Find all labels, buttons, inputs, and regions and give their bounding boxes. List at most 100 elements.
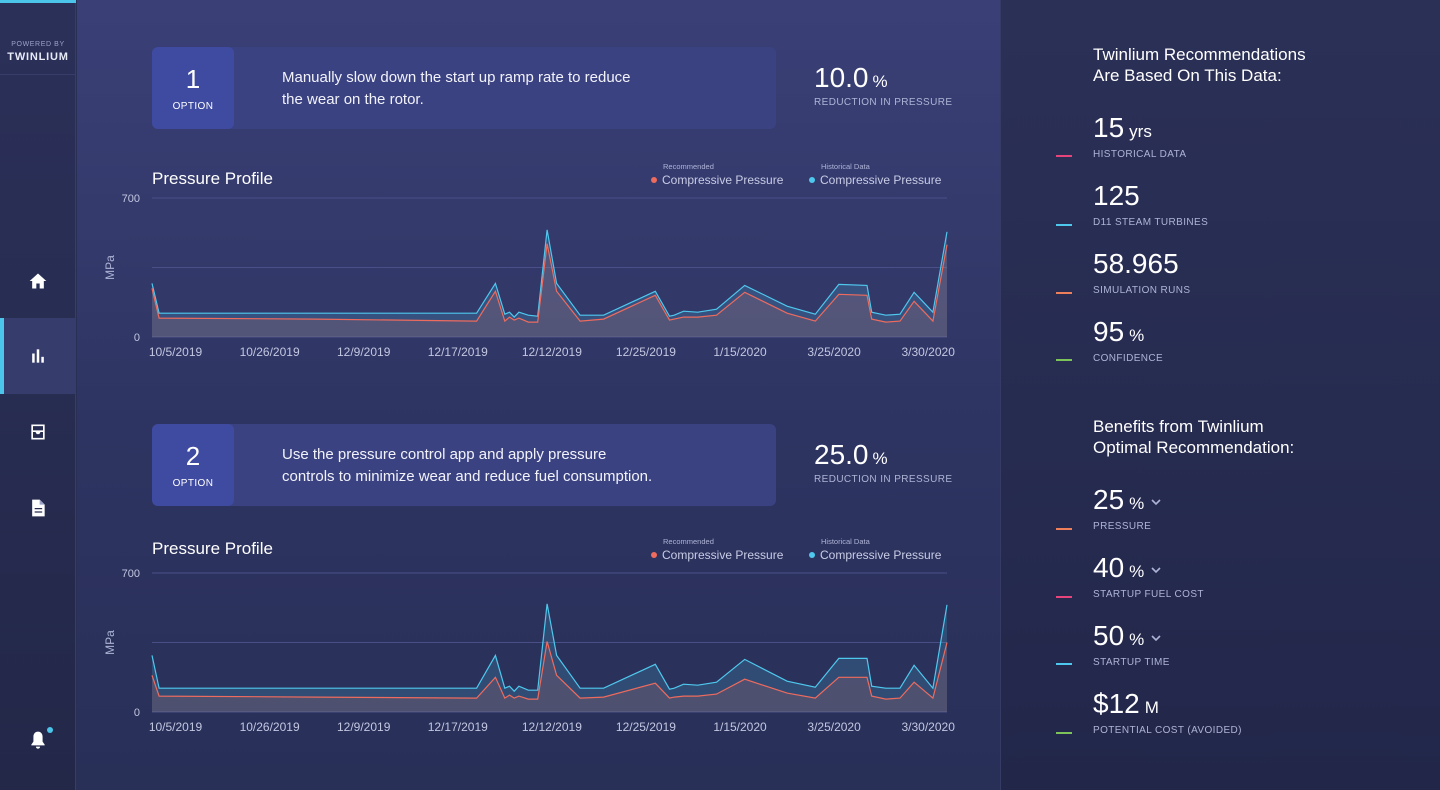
metric-historical-data: 15 yrs HISTORICAL DATA <box>1093 112 1393 160</box>
metric-label: PRESSURE <box>1093 521 1152 532</box>
chevron-down-icon[interactable] <box>1150 496 1162 508</box>
legend-label: Compressive Pressure <box>662 548 784 562</box>
sidebar-item-home[interactable] <box>0 243 76 319</box>
benefits-heading-line: Optimal Recommendation: <box>1093 438 1295 457</box>
y-tick-label: 700 <box>122 568 140 580</box>
x-tick-label: 12/25/2019 <box>616 720 676 734</box>
x-tick-label: 3/30/2020 <box>901 720 955 734</box>
legend-dot-icon <box>809 552 815 558</box>
benefit-startup-time[interactable]: 50% STARTUP TIME <box>1093 620 1393 668</box>
metric-value: 40 <box>1093 552 1125 583</box>
x-tick-label: 3/25/2020 <box>807 345 861 359</box>
option-label: OPTION <box>172 478 214 489</box>
option-description-line: Use the pressure control app and apply p… <box>282 446 607 463</box>
option-card-2[interactable]: 2 OPTION Use the pressure control app an… <box>152 424 776 506</box>
legend-sub: Historical Data <box>821 162 870 171</box>
legend-dot-icon <box>651 552 657 558</box>
metric-label: SIMULATION RUNS <box>1093 285 1191 296</box>
metric-value: 58.965 <box>1093 248 1179 279</box>
metric-simulation-runs: 58.965 SIMULATION RUNS <box>1093 248 1393 296</box>
x-tick-label: 3/25/2020 <box>807 720 861 734</box>
data-heading-line: Twinlium Recommendations <box>1093 45 1306 64</box>
metric-color-line <box>1056 528 1072 530</box>
series-line <box>151 229 948 318</box>
legend-sub: Recommended <box>663 162 714 171</box>
metric-value: 25 <box>1093 484 1125 515</box>
option-description: Manually slow down the start up ramp rat… <box>282 67 682 111</box>
benefits-heading: Benefits from Twinlium Optimal Recommend… <box>1093 416 1353 458</box>
metric-value: 95 <box>1093 316 1125 347</box>
brand-name: TWINLIUM <box>7 51 69 63</box>
sidebar-item-analytics[interactable] <box>0 318 76 394</box>
x-tick-label: 1/15/2020 <box>713 720 767 734</box>
metric-value: $12 <box>1093 688 1140 719</box>
metric-color-line <box>1056 663 1072 665</box>
option-description: Use the pressure control app and apply p… <box>282 444 682 488</box>
legend-dot-icon <box>651 177 657 183</box>
x-tick-label: 12/12/2019 <box>522 345 582 359</box>
x-tick-label: 12/12/2019 <box>522 720 582 734</box>
option-number-badge: 2 OPTION <box>152 424 234 506</box>
insights-panel: Twinlium Recommendations Are Based On Th… <box>1000 0 1440 790</box>
legend-label: Compressive Pressure <box>662 173 784 187</box>
series-area <box>152 243 947 337</box>
metric-color-line <box>1056 359 1072 361</box>
chart-title: Pressure Profile <box>152 169 273 188</box>
pressure-chart-2: 700 0 MPa 10/5/2019 10/26/2019 12/9/2019 12/17… <box>103 568 955 734</box>
chevron-down-icon[interactable] <box>1150 564 1162 576</box>
metric-color-line <box>1056 155 1072 157</box>
reduction-label: REDUCTION IN PRESSURE <box>814 97 953 108</box>
x-tick-label: 12/25/2019 <box>616 345 676 359</box>
x-tick-label: 12/9/2019 <box>337 345 391 359</box>
sidebar-accent-bar <box>0 0 76 3</box>
metric-value: 125 <box>1093 180 1140 211</box>
legend-historical: Historical Data Compressive Pressure <box>809 537 942 562</box>
legend-historical: Historical Data Compressive Pressure <box>809 162 941 187</box>
chart-title: Pressure Profile <box>152 539 273 558</box>
main-content: 1 OPTION Manually slow down the start up… <box>77 0 1000 790</box>
metric-unit: M <box>1144 698 1159 717</box>
metric-unit: % <box>1129 562 1145 581</box>
data-heading-line: Are Based On This Data: <box>1093 66 1282 85</box>
metric-unit: % <box>1129 494 1145 513</box>
option-description-line: controls to minimize wear and reduce fue… <box>282 468 653 485</box>
option-description-line: Manually slow down the start up ramp rat… <box>282 69 631 86</box>
x-tick-label: 12/17/2019 <box>428 345 488 359</box>
data-heading: Twinlium Recommendations Are Based On Th… <box>1093 44 1353 86</box>
metric-unit: % <box>1129 630 1145 649</box>
metric-confidence: 95% CONFIDENCE <box>1093 316 1393 364</box>
reduction-unit: % <box>872 72 888 91</box>
metric-color-line <box>1056 292 1072 294</box>
sidebar-item-inbox[interactable] <box>0 394 76 470</box>
chevron-down-icon[interactable] <box>1150 632 1162 644</box>
option-number: 1 <box>185 64 201 94</box>
legend-recommended: Recommended Compressive Pressure <box>651 162 784 187</box>
metric-label: D11 STEAM TURBINES <box>1093 217 1209 228</box>
legend-label: Compressive Pressure <box>820 548 942 562</box>
reduction-metric-1: 10.0% REDUCTION IN PRESSURE <box>814 62 954 108</box>
metric-value: 50 <box>1093 620 1125 651</box>
option-card-1[interactable]: 1 OPTION Manually slow down the start up… <box>152 47 776 129</box>
metric-color-line <box>1056 224 1072 226</box>
x-tick-label: 10/5/2019 <box>149 720 203 734</box>
reduction-value: 10.0 <box>814 62 869 93</box>
option-number: 2 <box>185 441 201 471</box>
x-tick-label: 3/30/2020 <box>901 345 955 359</box>
metric-label: HISTORICAL DATA <box>1093 149 1187 160</box>
home-icon <box>29 273 47 289</box>
reduction-unit: % <box>872 449 888 468</box>
y-tick-label: 0 <box>134 707 140 719</box>
metric-color-line <box>1056 732 1072 734</box>
option-label: OPTION <box>172 101 214 112</box>
benefit-fuel-cost[interactable]: 40% STARTUP FUEL COST <box>1093 552 1393 600</box>
series-area <box>152 603 947 712</box>
series-area <box>152 229 947 337</box>
benefit-pressure[interactable]: 25% PRESSURE <box>1093 484 1393 532</box>
x-tick-label: 10/26/2019 <box>240 720 300 734</box>
sidebar-item-documents[interactable] <box>0 470 76 546</box>
benefit-cost-avoided: $12 M POTENTIAL COST (AVOIDED) <box>1093 688 1393 736</box>
metric-label: POTENTIAL COST (AVOIDED) <box>1093 725 1242 736</box>
notifications-button[interactable] <box>0 702 76 778</box>
x-tick-label: 12/17/2019 <box>428 720 488 734</box>
metric-label: STARTUP FUEL COST <box>1093 589 1204 600</box>
